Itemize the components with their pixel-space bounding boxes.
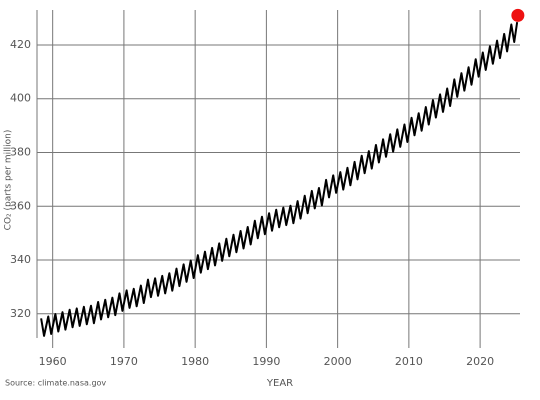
x-tick-label: 2000 bbox=[324, 355, 352, 368]
y-tick-label: 360 bbox=[10, 199, 31, 212]
x-tick-label: 1970 bbox=[110, 355, 138, 368]
y-tick-label: 400 bbox=[10, 92, 31, 105]
x-tick-label: 1960 bbox=[39, 355, 67, 368]
x-tick-label: 2010 bbox=[395, 355, 423, 368]
y-axis-label: CO₂ (parts per million) bbox=[4, 130, 14, 231]
x-tick-label: 1990 bbox=[252, 355, 280, 368]
x-axis-label: YEAR bbox=[266, 378, 293, 389]
co2-line bbox=[40, 21, 519, 337]
source-note: Source: climate.nasa.gov bbox=[5, 379, 106, 388]
y-tick-label: 420 bbox=[10, 38, 31, 51]
y-tick-label: 320 bbox=[10, 307, 31, 320]
y-tick-label: 340 bbox=[10, 253, 31, 266]
x-tick-label: 2020 bbox=[466, 355, 494, 368]
latest-marker bbox=[511, 8, 525, 22]
x-tick-label: 1980 bbox=[181, 355, 209, 368]
y-tick-label: 380 bbox=[10, 145, 31, 158]
